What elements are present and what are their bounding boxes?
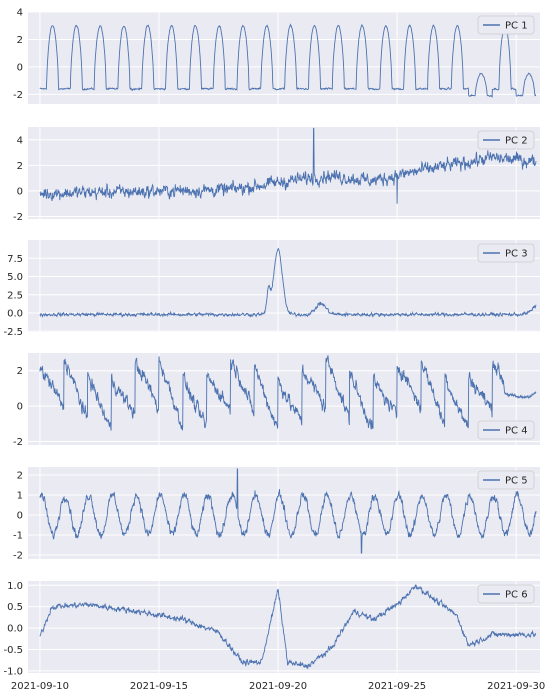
series-line-5 — [39, 468, 537, 554]
plot-area — [28, 467, 540, 559]
series-line-2 — [39, 127, 537, 204]
legend-box — [477, 243, 535, 263]
legend: PC 2 — [477, 130, 535, 150]
y-tick-label: 4 — [17, 8, 23, 19]
series-line-4 — [39, 355, 537, 431]
y-tick-label: -1.0 — [3, 666, 23, 677]
legend: PC 6 — [477, 584, 535, 604]
legend-box — [477, 584, 535, 604]
subplot-2: -2 0 2 4 PC 2 — [13, 127, 540, 223]
y-tick-label: 5.0 — [7, 272, 23, 283]
plot-area — [28, 127, 540, 219]
y-tick-label: 2 — [17, 161, 23, 172]
legend: PC 3 — [477, 243, 535, 263]
y-tick-label: 0 — [17, 62, 23, 73]
legend: PC 4 — [477, 420, 535, 440]
legend-label: PC 1 — [505, 21, 528, 32]
x-tick-label: 2021-09-10 — [11, 681, 69, 692]
plot-area — [28, 353, 540, 445]
shared-x-axis: 2021-09-10 2021-09-15 2021-09-20 2021-09-25… — [11, 681, 545, 692]
y-tick-label: -0.5 — [3, 645, 23, 656]
y-tick-label: 2.5 — [7, 290, 23, 301]
legend-label: PC 4 — [505, 426, 528, 437]
y-tick-label: -2 — [13, 437, 23, 448]
legend-box — [477, 420, 535, 440]
subplot-3: -2.5 0.0 2.5 5.0 7.5 PC 3 — [3, 240, 540, 338]
y-tick-label: 7.5 — [7, 254, 23, 265]
series-line-1 — [39, 23, 537, 98]
y-tick-label: 2 — [17, 471, 23, 482]
y-tick-label: 0.0 — [7, 309, 23, 320]
y-tick-label: 1.0 — [7, 581, 23, 592]
legend-box — [477, 470, 535, 490]
legend-label: PC 3 — [505, 249, 528, 260]
subplot-1: -2 0 2 4 PC 1 — [13, 8, 540, 104]
subplot-4: -2 0 2 PC 4 — [13, 353, 540, 448]
y-tick-label: 0 — [17, 186, 23, 197]
y-tick-label: -1 — [13, 531, 23, 542]
legend-label: PC 5 — [505, 476, 528, 487]
y-tick-label: -2 — [13, 212, 23, 223]
subplot-5: -2 -1 0 1 2 PC 5 — [13, 467, 540, 562]
legend: PC 1 — [477, 15, 535, 35]
x-tick-label: 2021-09-15 — [130, 681, 188, 692]
series-line-3 — [39, 247, 537, 318]
legend: PC 5 — [477, 470, 535, 490]
legend-label: PC 2 — [505, 136, 528, 147]
plot-area — [28, 581, 540, 673]
y-tick-label: 0.0 — [7, 624, 23, 635]
legend-label: PC 6 — [505, 590, 528, 601]
series-line-6 — [39, 584, 537, 670]
y-tick-label: 0 — [17, 402, 23, 413]
x-tick-label: 2021-09-25 — [368, 681, 426, 692]
y-tick-label: 2 — [17, 35, 23, 46]
y-tick-label: 0.5 — [7, 602, 23, 613]
y-tick-label: -2 — [13, 551, 23, 562]
x-tick-label: 2021-09-20 — [249, 681, 307, 692]
x-tick-label: 2021-09-30 — [487, 681, 545, 692]
y-tick-label: -2 — [13, 90, 23, 101]
subplot-6: -1.0 -0.5 0.0 0.5 1.0 PC 6 — [3, 581, 540, 677]
y-tick-label: 2 — [17, 366, 23, 377]
y-tick-label: 1 — [17, 491, 23, 502]
y-tick-label: 4 — [17, 135, 23, 146]
legend-box — [477, 130, 535, 150]
legend-box — [477, 15, 535, 35]
y-tick-label: 0 — [17, 511, 23, 522]
y-tick-label: -2.5 — [3, 327, 23, 338]
